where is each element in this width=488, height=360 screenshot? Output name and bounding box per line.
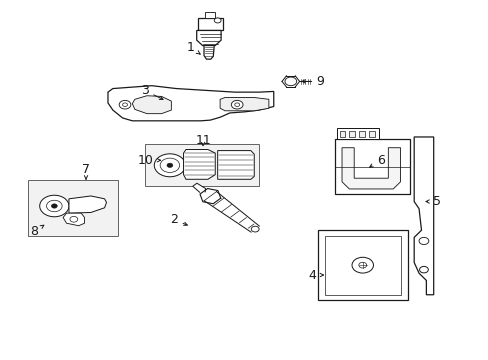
Bar bbox=[339, 131, 345, 137]
Circle shape bbox=[358, 262, 366, 268]
Text: 5: 5 bbox=[425, 195, 440, 208]
Circle shape bbox=[160, 158, 179, 172]
Bar bbox=[205, 12, 215, 18]
Polygon shape bbox=[192, 183, 205, 193]
Polygon shape bbox=[413, 137, 433, 295]
Bar bbox=[144, 144, 259, 186]
Polygon shape bbox=[63, 213, 84, 226]
Polygon shape bbox=[196, 31, 221, 45]
Circle shape bbox=[154, 154, 185, 177]
Polygon shape bbox=[203, 45, 214, 59]
Circle shape bbox=[418, 237, 428, 244]
Circle shape bbox=[351, 257, 373, 273]
Text: 6: 6 bbox=[369, 154, 384, 167]
Text: 9: 9 bbox=[302, 75, 324, 88]
Text: 10: 10 bbox=[138, 154, 160, 167]
Bar bbox=[336, 128, 378, 139]
Circle shape bbox=[214, 18, 221, 23]
Text: 7: 7 bbox=[82, 163, 90, 179]
Circle shape bbox=[51, 204, 57, 208]
Circle shape bbox=[40, 195, 69, 217]
Text: 8: 8 bbox=[30, 225, 44, 238]
Polygon shape bbox=[183, 149, 215, 179]
Circle shape bbox=[234, 103, 239, 107]
Circle shape bbox=[419, 266, 427, 273]
Circle shape bbox=[166, 163, 172, 167]
Bar bbox=[27, 180, 118, 235]
Circle shape bbox=[70, 216, 78, 222]
Text: 2: 2 bbox=[169, 213, 187, 226]
Polygon shape bbox=[132, 96, 171, 114]
Polygon shape bbox=[220, 98, 268, 111]
Circle shape bbox=[122, 103, 127, 107]
Bar bbox=[368, 131, 374, 137]
Polygon shape bbox=[108, 86, 273, 121]
Circle shape bbox=[251, 226, 259, 232]
Bar bbox=[325, 235, 400, 295]
Polygon shape bbox=[69, 196, 106, 213]
Bar bbox=[334, 139, 409, 194]
Text: 3: 3 bbox=[141, 84, 163, 99]
Bar bbox=[198, 18, 222, 31]
Text: 4: 4 bbox=[308, 269, 323, 282]
Text: 1: 1 bbox=[186, 41, 200, 54]
Polygon shape bbox=[341, 148, 400, 189]
Text: 11: 11 bbox=[195, 134, 210, 147]
Polygon shape bbox=[217, 150, 254, 179]
Circle shape bbox=[46, 200, 62, 212]
Circle shape bbox=[231, 100, 243, 109]
Circle shape bbox=[285, 77, 296, 86]
Bar bbox=[358, 131, 364, 137]
Circle shape bbox=[119, 100, 131, 109]
Bar bbox=[348, 131, 354, 137]
Bar bbox=[317, 230, 407, 300]
